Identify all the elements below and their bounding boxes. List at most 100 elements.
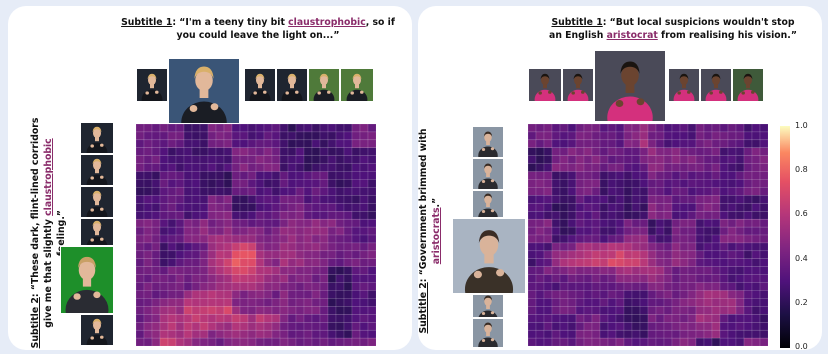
keyword: claustrophobic [288, 17, 366, 28]
heatmap-cell [551, 131, 561, 141]
heatmap-cell [679, 234, 689, 244]
heatmap-cell [367, 195, 376, 204]
heatmap-cell [183, 258, 193, 268]
heatmap-cell [599, 274, 609, 283]
heatmap-cell [599, 218, 609, 228]
heatmap-cell [239, 163, 249, 172]
heatmap-cell [175, 131, 185, 141]
heatmap-cell [335, 298, 345, 307]
heatmap-cell [367, 234, 376, 244]
heatmap-cell [647, 218, 657, 228]
heatmap-cell [191, 322, 201, 331]
heatmap-cell [343, 139, 353, 149]
heatmap-cell [223, 226, 233, 236]
heatmap-cell [535, 250, 545, 260]
heatmap-cell [727, 179, 737, 188]
heatmap-cell [551, 203, 561, 212]
heatmap-cell [543, 187, 553, 196]
heatmap-cell [583, 203, 593, 212]
heatmap-cell [647, 195, 657, 204]
heatmap-cell [159, 290, 169, 299]
heatmap-cell [543, 234, 553, 244]
heatmap-cell [687, 329, 697, 339]
heatmap-cell [647, 124, 657, 133]
heatmap-cell [319, 147, 329, 157]
heatmap-cell [711, 266, 721, 275]
heatmap-cell [231, 234, 241, 244]
heatmap-cell [583, 290, 593, 299]
heatmap-cell [567, 139, 577, 149]
heatmap-cell [183, 195, 193, 204]
heatmap-cell [599, 139, 609, 149]
heatmap-cell [599, 266, 609, 275]
heatmap-cell [136, 337, 145, 346]
heatmap-cell [615, 226, 625, 236]
heatmap-cell [575, 306, 585, 315]
heatmap-cell [631, 155, 641, 164]
heatmap-cell [183, 314, 193, 323]
heatmap-cell [535, 147, 545, 157]
heatmap-cell [599, 155, 609, 164]
heatmap-cell [543, 337, 553, 346]
heatmap-cell [743, 131, 753, 141]
left-example-panel: Subtitle 1: “I'm a teeny tiny bit claust… [8, 6, 412, 350]
heatmap-cell [295, 337, 305, 346]
video-frame-thumbnail [80, 314, 114, 346]
heatmap-cell [687, 218, 697, 228]
heatmap-cell [279, 274, 289, 283]
heatmap-cell [623, 187, 633, 196]
heatmap-cell [583, 163, 593, 172]
heatmap-cell [735, 337, 745, 346]
heatmap-cell [327, 274, 337, 283]
heatmap-cell [231, 322, 241, 331]
heatmap-cell [223, 155, 233, 164]
heatmap-cell [615, 282, 625, 291]
heatmap-cell [231, 226, 241, 236]
heatmap-cell [751, 155, 761, 164]
heatmap-cell [607, 195, 617, 204]
heatmap-cell [759, 139, 768, 149]
heatmap-cell [136, 298, 145, 307]
heatmap-cell [663, 147, 673, 157]
heatmap-cell [727, 124, 737, 133]
heatmap-cell [175, 290, 185, 299]
heatmap-cell [751, 266, 761, 275]
heatmap-cell [743, 329, 753, 339]
heatmap-cell [623, 179, 633, 188]
heatmap-cell [351, 329, 361, 339]
heatmap-cell [543, 258, 553, 268]
heatmap-cell [335, 258, 345, 268]
video-frame-thumbnail [562, 68, 594, 102]
heatmap-cell [319, 250, 329, 260]
right-subtitle-2: Subtitle 2: “Government brimmed with ari… [418, 128, 442, 334]
heatmap-cell [735, 171, 745, 180]
heatmap-cell [567, 250, 577, 260]
heatmap-cell [735, 274, 745, 283]
heatmap-cell [335, 266, 345, 275]
heatmap-cell [647, 298, 657, 307]
heatmap-cell [207, 131, 217, 141]
heatmap-cell [159, 187, 169, 196]
heatmap-cell [615, 195, 625, 204]
heatmap-cell [167, 234, 177, 244]
heatmap-cell [751, 258, 761, 268]
heatmap-cell [239, 290, 249, 299]
heatmap-cell [583, 266, 593, 275]
heatmap-cell [151, 322, 161, 331]
heatmap-cell [695, 147, 705, 157]
heatmap-cell [671, 266, 681, 275]
heatmap-cell [271, 250, 281, 260]
heatmap-cell [535, 322, 545, 331]
heatmap-cell [687, 139, 697, 149]
heatmap-cell [223, 203, 233, 212]
heatmap-cell [159, 171, 169, 180]
heatmap-cell [255, 131, 265, 141]
heatmap-cell [743, 298, 753, 307]
heatmap-cell [151, 218, 161, 228]
heatmap-cell [151, 163, 161, 172]
heatmap-cell [359, 282, 369, 291]
heatmap-cell [239, 282, 249, 291]
heatmap-cell [751, 139, 761, 149]
heatmap-cell [671, 234, 681, 244]
heatmap-cell [191, 298, 201, 307]
